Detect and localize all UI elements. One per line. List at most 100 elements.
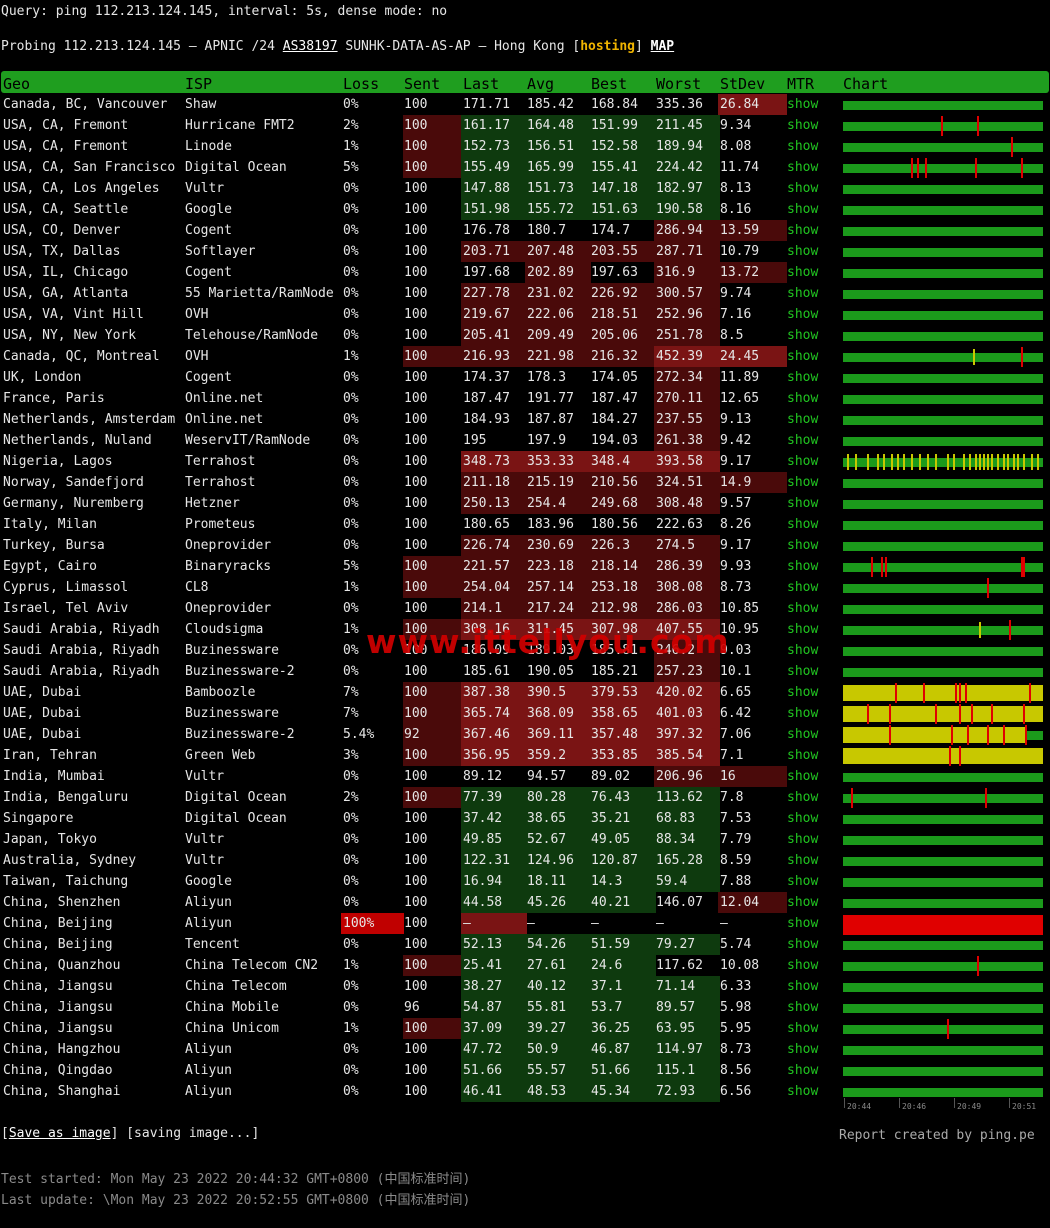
cell-mtr[interactable]: show [787, 1063, 819, 1078]
cell-mtr[interactable]: show [787, 412, 819, 427]
cell-mtr[interactable]: show [787, 1084, 819, 1099]
cell-loss: 7% [343, 706, 359, 721]
table-row: Egypt, Cairo Binaryracks 5% 100 221.57 223.18… [1, 556, 1049, 577]
cell-sent: 100 [404, 202, 428, 217]
save-as-image-link[interactable]: Save as image [8, 1126, 111, 1141]
cell-mtr[interactable]: show [787, 895, 819, 910]
cell-mtr[interactable]: show [787, 370, 819, 385]
cell-isp: Digital Ocean [185, 790, 287, 805]
cell-mtr[interactable]: show [787, 832, 819, 847]
cell-mtr[interactable]: show [787, 601, 819, 616]
cell-mtr[interactable]: show [787, 937, 819, 952]
cell-mtr[interactable]: show [787, 643, 819, 658]
header-best: Best [591, 75, 628, 93]
latency-sparkline [843, 704, 1043, 724]
cell-mtr[interactable]: show [787, 223, 819, 238]
latency-baseline [843, 563, 1043, 572]
cell-sent: 100 [404, 328, 428, 343]
axis-tick [899, 1098, 900, 1108]
cell-mtr[interactable]: show [787, 349, 819, 364]
packet-loss-spike [923, 683, 925, 703]
cell-geo: Iran, Tehran [3, 748, 97, 763]
cell-avg: 257.14 [525, 577, 591, 598]
cell-last: 365.74 [461, 703, 527, 724]
cell-isp: Cogent [185, 265, 232, 280]
packet-loss-spike [1011, 137, 1013, 157]
cell-mtr[interactable]: show [787, 916, 819, 931]
cell-best: 152.58 [589, 136, 656, 157]
cell-isp: Terrahost [185, 475, 256, 490]
cell-mtr[interactable]: show [787, 160, 819, 175]
table-row: China, Jiangsu China Mobile 0% 96 54.87 55.81… [1, 997, 1049, 1018]
cell-geo: Singapore [3, 811, 74, 826]
cell-worst: 72.93 [654, 1081, 720, 1102]
cell-mtr[interactable]: show [787, 181, 819, 196]
cell-last: 185.61 [463, 664, 510, 679]
table-row: UAE, Dubai Bamboozle 7% 100 387.38 390.5 379.5… [1, 682, 1049, 703]
cell-avg: 165.99 [525, 157, 591, 178]
cell-mtr[interactable]: show [787, 328, 819, 343]
cell-isp: Shaw [185, 97, 217, 112]
cell-mtr[interactable]: show [787, 559, 819, 574]
cell-mtr[interactable]: show [787, 139, 819, 154]
cell-mtr[interactable]: show [787, 580, 819, 595]
cell-best: 168.84 [591, 97, 638, 112]
loss-bar [843, 915, 1043, 935]
cell-mtr[interactable]: show [787, 496, 819, 511]
cell-last: 254.04 [461, 577, 527, 598]
cell-mtr[interactable]: show [787, 97, 819, 112]
cell-mtr[interactable]: show [787, 622, 819, 637]
axis-label: 20:49 [957, 1102, 982, 1111]
cell-geo: China, Beijing [3, 937, 113, 952]
probe-close: ] [635, 39, 651, 54]
latency-sparkline [843, 412, 1043, 428]
cell-mtr[interactable]: show [787, 244, 819, 259]
cell-geo: USA, TX, Dallas [3, 244, 121, 259]
cell-mtr[interactable]: show [787, 1042, 819, 1057]
cell-mtr[interactable]: show [787, 1000, 819, 1015]
cell-mtr[interactable]: show [787, 517, 819, 532]
cell-mtr[interactable]: show [787, 853, 819, 868]
cell-mtr[interactable]: show [787, 286, 819, 301]
axis-label: 20:44 [847, 1102, 872, 1111]
cell-isp: Aliyun [185, 1063, 232, 1078]
cell-mtr[interactable]: show [787, 811, 819, 826]
cell-isp: 55 Marietta/RamNode [185, 286, 334, 301]
cell-best: 184.27 [591, 412, 638, 427]
cell-geo: China, Jiangsu [3, 1000, 113, 1015]
cell-best: 35.21 [589, 808, 656, 829]
cell-mtr[interactable]: show [787, 727, 819, 742]
cell-mtr[interactable]: show [787, 664, 819, 679]
cell-avg: 94.57 [527, 769, 567, 784]
cell-loss: 0% [343, 496, 359, 511]
cell-mtr[interactable]: show [787, 1021, 819, 1036]
cell-mtr[interactable]: show [787, 958, 819, 973]
cell-mtr[interactable]: show [787, 706, 819, 721]
table-row: Netherlands, Nuland WeservIT/RamNode 0% 100… [1, 430, 1049, 451]
asn-link[interactable]: AS38197 [282, 39, 338, 54]
cell-mtr[interactable]: show [787, 685, 819, 700]
cell-mtr[interactable]: show [787, 307, 819, 322]
cell-mtr[interactable]: show [787, 979, 819, 994]
map-link[interactable]: MAP [650, 39, 675, 54]
latency-baseline [843, 353, 1043, 362]
cell-mtr[interactable]: show [787, 202, 819, 217]
cell-last: 356.95 [461, 745, 527, 766]
cell-mtr[interactable]: show [787, 790, 819, 805]
high-latency-mark [877, 454, 879, 470]
cell-mtr[interactable]: show [787, 391, 819, 406]
cell-mtr[interactable]: show [787, 265, 819, 280]
header-sent: Sent [404, 75, 441, 93]
cell-mtr[interactable]: show [787, 433, 819, 448]
packet-loss-spike [987, 578, 989, 598]
cell-last: 89.12 [463, 769, 503, 784]
latency-baseline [843, 962, 1043, 971]
cell-mtr[interactable]: show [787, 454, 819, 469]
cell-mtr[interactable]: show [787, 475, 819, 490]
cell-mtr[interactable]: show [787, 769, 819, 784]
cell-mtr[interactable]: show [787, 118, 819, 133]
cell-stdev: 7.16 [720, 307, 752, 322]
cell-mtr[interactable]: show [787, 538, 819, 553]
cell-mtr[interactable]: show [787, 874, 819, 889]
cell-mtr[interactable]: show [787, 748, 819, 763]
